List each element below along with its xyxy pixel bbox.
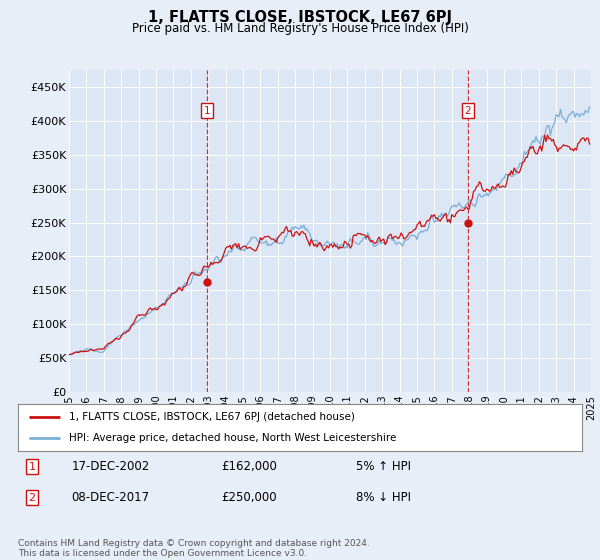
Text: £250,000: £250,000 <box>221 491 277 504</box>
Text: 08-DEC-2017: 08-DEC-2017 <box>71 491 150 504</box>
Text: £162,000: £162,000 <box>221 460 277 473</box>
Text: 5% ↑ HPI: 5% ↑ HPI <box>356 460 412 473</box>
Text: 1: 1 <box>29 461 35 472</box>
Text: Price paid vs. HM Land Registry's House Price Index (HPI): Price paid vs. HM Land Registry's House … <box>131 22 469 35</box>
Text: 2: 2 <box>29 493 35 503</box>
Text: HPI: Average price, detached house, North West Leicestershire: HPI: Average price, detached house, Nort… <box>69 433 396 444</box>
Text: 1, FLATTS CLOSE, IBSTOCK, LE67 6PJ: 1, FLATTS CLOSE, IBSTOCK, LE67 6PJ <box>148 10 452 25</box>
Text: 8% ↓ HPI: 8% ↓ HPI <box>356 491 412 504</box>
Text: 1: 1 <box>204 106 211 116</box>
Text: 17-DEC-2002: 17-DEC-2002 <box>71 460 150 473</box>
Text: 2: 2 <box>464 106 471 116</box>
Text: 1, FLATTS CLOSE, IBSTOCK, LE67 6PJ (detached house): 1, FLATTS CLOSE, IBSTOCK, LE67 6PJ (deta… <box>69 412 355 422</box>
Text: Contains HM Land Registry data © Crown copyright and database right 2024.
This d: Contains HM Land Registry data © Crown c… <box>18 539 370 558</box>
